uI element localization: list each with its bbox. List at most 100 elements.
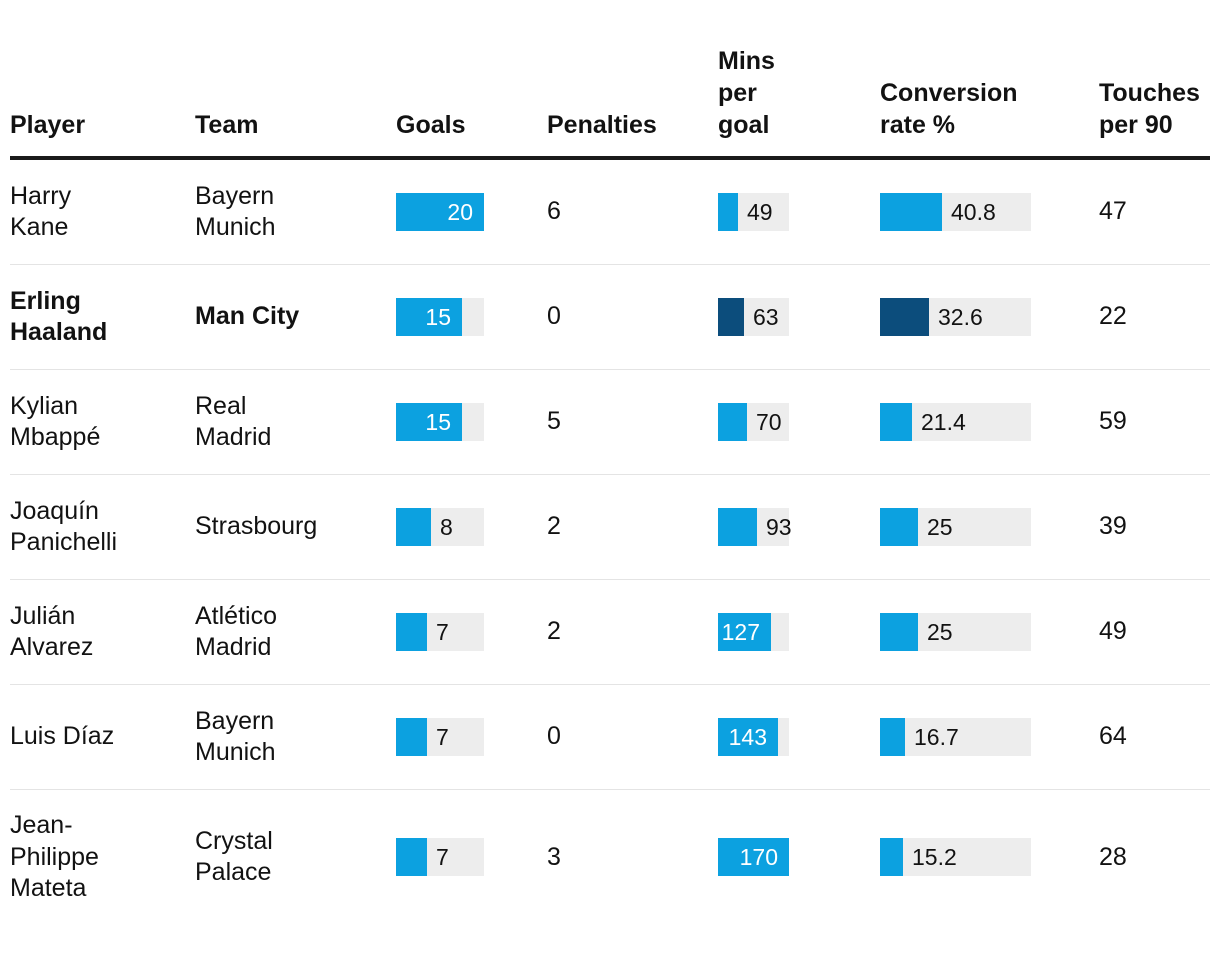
mins-per-goal-bar-value: 70 xyxy=(756,409,782,435)
mins-per-goal-bar-value: 63 xyxy=(753,304,779,330)
conversion-rate-bar: 32.6 xyxy=(880,298,1031,336)
conversion-rate-bar-fill xyxy=(880,613,918,651)
conversion-rate-bar-fill xyxy=(880,403,912,441)
table-body: Harry Kane Bayern Munich 20 6 49 40.8 xyxy=(10,160,1210,925)
mins-per-goal-bar-fill xyxy=(718,838,789,877)
player-stats-table: Player Team Goals Penalties Mins per goa… xyxy=(10,47,1210,925)
table-row: Harry Kane Bayern Munich 20 6 49 40.8 xyxy=(10,160,1210,265)
goals-bar-value: 7 xyxy=(436,844,449,871)
penalties-value: 6 xyxy=(547,197,561,226)
conversion-rate-bar-fill xyxy=(880,193,942,231)
header-goals: Goals xyxy=(396,111,466,139)
touches-value: 47 xyxy=(1099,197,1127,226)
conversion-rate-bar-fill xyxy=(880,718,905,756)
header-conversion-rate: Conversion rate % xyxy=(880,79,1018,139)
team-name: Man City xyxy=(195,302,300,331)
player-name: Kylian Mbappé xyxy=(10,391,101,452)
player-name: Julián Alvarez xyxy=(10,601,94,662)
goals-bar: 8 xyxy=(396,508,484,546)
touches-value: 49 xyxy=(1099,617,1127,646)
penalties-value: 2 xyxy=(547,512,561,541)
mins-per-goal-bar-value: 93 xyxy=(766,514,792,540)
mins-per-goal-bar: 127 xyxy=(718,613,789,651)
conversion-rate-bar-fill xyxy=(880,298,929,336)
goals-bar-fill xyxy=(396,403,462,441)
mins-per-goal-bar-fill xyxy=(718,298,744,336)
table-row: Erling Haaland Man City 15 0 63 32.6 xyxy=(10,265,1210,370)
touches-value: 28 xyxy=(1099,842,1127,871)
player-name: Luis Díaz xyxy=(10,722,115,751)
team-name: Strasbourg xyxy=(195,512,318,541)
player-name: Erling Haaland xyxy=(10,286,108,347)
mins-per-goal-bar-fill xyxy=(718,613,771,651)
team-name: Bayern Munich xyxy=(195,181,276,242)
mins-per-goal-bar-value: 170 xyxy=(739,844,778,871)
touches-value: 64 xyxy=(1099,722,1127,751)
table-row: Kylian Mbappé Real Madrid 15 5 70 21.4 xyxy=(10,370,1210,475)
table-row: Jean- Philippe Mateta Crystal Palace 7 3… xyxy=(10,790,1210,925)
goals-bar: 7 xyxy=(396,718,484,756)
conversion-rate-bar-value: 25 xyxy=(927,619,953,645)
goals-bar-fill xyxy=(396,193,484,231)
mins-per-goal-bar: 49 xyxy=(718,193,789,231)
header-player: Player xyxy=(10,111,86,139)
goals-bar-fill xyxy=(396,613,427,651)
goals-bar: 7 xyxy=(396,613,484,651)
header-penalties: Penalties xyxy=(547,111,657,139)
header-touches-per-90: Touches per 90 xyxy=(1099,79,1200,139)
penalties-value: 2 xyxy=(547,617,561,646)
goals-bar: 7 xyxy=(396,838,484,877)
conversion-rate-bar: 16.7 xyxy=(880,718,1031,756)
mins-per-goal-bar: 170 xyxy=(718,838,789,877)
mins-per-goal-bar: 143 xyxy=(718,718,789,756)
table-row: Julián Alvarez Atlético Madrid 7 2 127 2… xyxy=(10,580,1210,685)
goals-bar-fill xyxy=(396,718,427,756)
goals-bar-value: 7 xyxy=(436,619,449,645)
conversion-rate-bar-value: 40.8 xyxy=(951,199,996,225)
goals-bar: 20 xyxy=(396,193,484,231)
team-name: Bayern Munich xyxy=(195,706,276,767)
conversion-rate-bar-value: 16.7 xyxy=(914,724,959,750)
team-name: Real Madrid xyxy=(195,391,272,452)
mins-per-goal-bar-value: 127 xyxy=(721,619,760,645)
header-mins-per-goal: Mins per goal xyxy=(718,47,775,139)
goals-bar-fill xyxy=(396,838,427,877)
touches-value: 22 xyxy=(1099,302,1127,331)
conversion-rate-bar: 25 xyxy=(880,508,1031,546)
team-name: Atlético Madrid xyxy=(195,601,277,662)
mins-per-goal-bar-fill xyxy=(718,508,757,546)
conversion-rate-bar-fill xyxy=(880,508,918,546)
touches-value: 59 xyxy=(1099,407,1127,436)
conversion-rate-bar-value: 15.2 xyxy=(912,844,957,871)
player-name: Jean- Philippe Mateta xyxy=(10,811,99,902)
conversion-rate-bar-value: 32.6 xyxy=(938,304,983,330)
goals-bar-value: 8 xyxy=(440,514,453,540)
conversion-rate-bar: 40.8 xyxy=(880,193,1031,231)
penalties-value: 5 xyxy=(547,407,561,436)
mins-per-goal-bar: 63 xyxy=(718,298,789,336)
goals-bar-value: 15 xyxy=(425,409,451,435)
conversion-rate-bar: 25 xyxy=(880,613,1031,651)
penalties-value: 0 xyxy=(547,722,561,751)
mins-per-goal-bar-value: 143 xyxy=(728,724,767,750)
conversion-rate-bar-fill xyxy=(880,838,903,877)
conversion-rate-bar: 21.4 xyxy=(880,403,1031,441)
goals-bar-value: 20 xyxy=(447,199,473,225)
touches-value: 39 xyxy=(1099,512,1127,541)
mins-per-goal-bar-fill xyxy=(718,403,747,441)
player-name: Joaquín Panichelli xyxy=(10,496,118,557)
goals-bar-fill xyxy=(396,508,431,546)
goals-bar-value: 15 xyxy=(425,304,451,330)
penalties-value: 0 xyxy=(547,302,561,331)
conversion-rate-bar: 15.2 xyxy=(880,838,1031,877)
penalties-value: 3 xyxy=(547,842,561,871)
goals-bar-value: 7 xyxy=(436,724,449,750)
header-team: Team xyxy=(195,111,259,139)
goals-bar-fill xyxy=(396,298,462,336)
mins-per-goal-bar: 70 xyxy=(718,403,789,441)
player-name: Harry Kane xyxy=(10,181,72,242)
mins-per-goal-bar-value: 49 xyxy=(747,199,773,225)
team-name: Crystal Palace xyxy=(195,826,273,887)
table-row: Luis Díaz Bayern Munich 7 0 143 16.7 xyxy=(10,685,1210,790)
table-row: Joaquín Panichelli Strasbourg 8 2 93 25 xyxy=(10,475,1210,580)
